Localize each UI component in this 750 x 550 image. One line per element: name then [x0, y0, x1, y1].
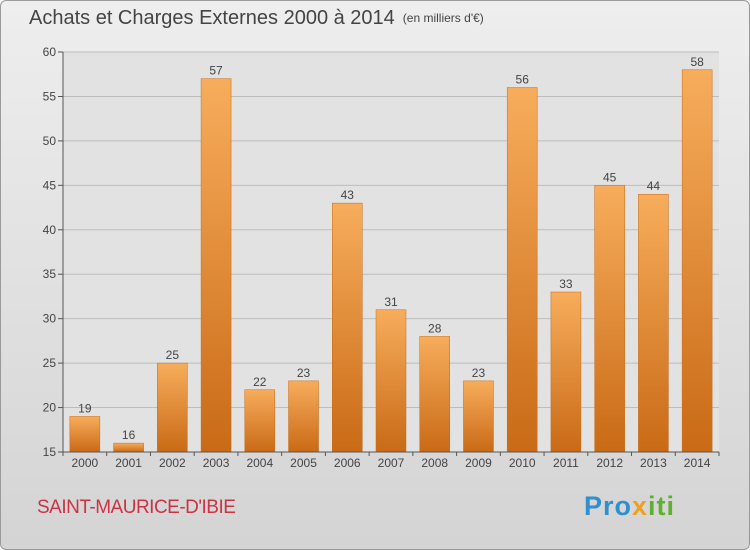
x-tick-label: 2006 — [334, 456, 361, 470]
logo-part-2: x — [632, 491, 649, 521]
bar — [638, 193, 669, 453]
data-label: 58 — [690, 55, 704, 69]
data-label: 16 — [122, 428, 136, 442]
bar — [69, 416, 101, 453]
data-label: 57 — [209, 64, 223, 78]
y-tick-label: 30 — [43, 312, 57, 326]
x-tick-label: 2003 — [203, 456, 230, 470]
x-tick-label: 2008 — [421, 456, 448, 470]
bar — [550, 291, 582, 453]
data-label: 25 — [166, 348, 180, 362]
data-label: 22 — [253, 375, 267, 389]
bar — [506, 87, 538, 453]
axes — [58, 51, 720, 456]
tick-labels: 15 20 25 30 35 40 45 50 55 60 19 2000 16 2001 25 2002 57… — [43, 45, 711, 470]
logo-part-3: iti — [648, 491, 676, 521]
bar — [113, 442, 144, 453]
bar — [157, 362, 188, 453]
proxiti-logo[interactable]: Proxiti — [584, 491, 675, 522]
bars — [69, 69, 713, 453]
bar — [244, 389, 276, 453]
x-tick-label: 2004 — [246, 456, 273, 470]
data-label: 31 — [384, 295, 398, 309]
bar — [594, 185, 625, 453]
x-tick-label: 2012 — [596, 456, 623, 470]
y-tick-label: 50 — [43, 134, 57, 148]
bar — [375, 309, 407, 453]
x-tick-label: 2011 — [553, 456, 579, 470]
y-tick-label: 20 — [43, 401, 57, 415]
data-label: 44 — [647, 179, 661, 193]
x-tick-label: 2002 — [159, 456, 186, 470]
x-tick-label: 2001 — [115, 456, 142, 470]
y-tick-label: 55 — [43, 89, 57, 103]
x-tick-label: 2013 — [640, 456, 667, 470]
y-tick-label: 40 — [43, 223, 57, 237]
x-tick-label: 2000 — [72, 456, 99, 470]
data-label: 33 — [559, 277, 573, 291]
bar — [200, 78, 232, 453]
y-tick-label: 15 — [43, 445, 57, 459]
y-tick-label: 60 — [43, 45, 57, 59]
x-tick-label: 2005 — [290, 456, 317, 470]
x-tick-label: 2009 — [465, 456, 492, 470]
y-tick-label: 25 — [43, 356, 57, 370]
y-tick-label: 45 — [43, 178, 57, 192]
bar — [681, 69, 713, 453]
data-label: 19 — [78, 401, 92, 415]
x-tick-label: 2010 — [509, 456, 536, 470]
data-label: 56 — [516, 73, 530, 87]
title-unit: (en milliers d'€) — [402, 11, 484, 25]
data-label: 45 — [603, 170, 617, 184]
x-tick-label: 2007 — [378, 456, 405, 470]
y-tick-label: 35 — [43, 267, 57, 281]
data-label: 23 — [472, 366, 486, 380]
x-tick-label: 2014 — [684, 456, 711, 470]
bar — [332, 202, 363, 453]
chart-title: Achats et Charges Externes 2000 à 2014 (e… — [29, 7, 484, 30]
logo-part-1: Pro — [584, 491, 633, 521]
bar — [419, 336, 450, 453]
data-label: 28 — [428, 321, 442, 335]
commune-name: SAINT-MAURICE-D'IBIE — [37, 497, 236, 518]
bar — [463, 380, 494, 453]
data-label: 43 — [341, 188, 355, 202]
bar — [288, 380, 319, 453]
data-label: 23 — [297, 366, 311, 380]
title-text: Achats et Charges Externes 2000 à 2014 — [29, 7, 395, 29]
